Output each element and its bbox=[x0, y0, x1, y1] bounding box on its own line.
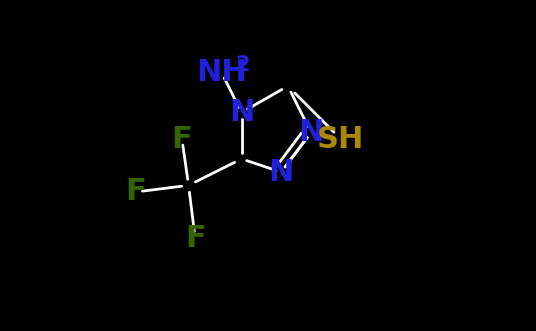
Text: N: N bbox=[269, 158, 294, 187]
Text: F: F bbox=[185, 224, 205, 253]
Text: F: F bbox=[125, 177, 146, 207]
Text: NH: NH bbox=[196, 58, 247, 87]
Text: F: F bbox=[172, 124, 192, 154]
Text: SH: SH bbox=[317, 124, 364, 154]
Text: N: N bbox=[299, 118, 324, 147]
Text: 2: 2 bbox=[235, 55, 249, 74]
Text: N: N bbox=[229, 98, 254, 127]
